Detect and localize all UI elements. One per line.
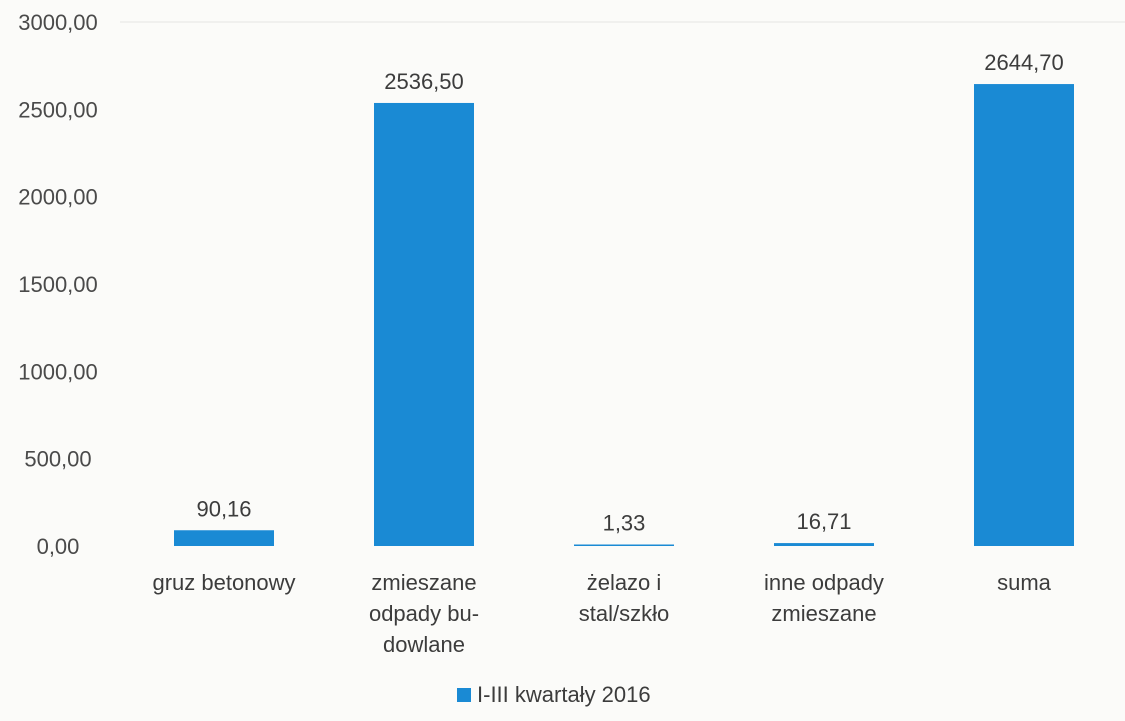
- category-label-line: gruz betonowy: [152, 570, 295, 595]
- category-label-line: odpady bu-: [369, 601, 479, 626]
- y-tick-label: 1500,00: [18, 272, 98, 297]
- data-label: 2644,70: [984, 50, 1064, 75]
- y-tick-label: 3000,00: [18, 10, 98, 35]
- data-label: 2536,50: [384, 69, 464, 94]
- bar[interactable]: [174, 530, 274, 546]
- category-label-line: inne odpady: [764, 570, 884, 595]
- category-label: zmieszane odpady bu-dowlane: [369, 570, 479, 657]
- bar[interactable]: [974, 84, 1074, 546]
- category-label: suma: [997, 570, 1052, 595]
- bar[interactable]: [774, 543, 874, 546]
- category-label-line: suma: [997, 570, 1052, 595]
- bar[interactable]: [574, 544, 674, 547]
- legend-swatch: [457, 688, 471, 702]
- category-label: inne odpady zmieszane: [764, 570, 884, 626]
- bar[interactable]: [374, 102, 474, 546]
- y-tick-label: 2000,00: [18, 185, 98, 210]
- y-tick-label: 500,00: [24, 447, 91, 472]
- y-tick-label: 1000,00: [18, 359, 98, 384]
- category-label-line: stal/szkło: [579, 601, 669, 626]
- category-label: żelazo i stal/szkło: [579, 570, 669, 626]
- category-label-line: żelazo i: [587, 570, 662, 595]
- category-label-line: zmieszane: [771, 601, 876, 626]
- legend-label: I-III kwartały 2016: [477, 682, 651, 707]
- category-label: gruz betonowy: [152, 570, 295, 595]
- category-label-line: dowlane: [383, 632, 465, 657]
- category-label-line: zmieszane: [371, 570, 476, 595]
- data-label: 16,71: [796, 509, 851, 534]
- data-label: 1,33: [603, 511, 646, 536]
- y-tick-label: 2500,00: [18, 97, 98, 122]
- y-tick-label: 0,00: [37, 534, 80, 559]
- data-label: 90,16: [196, 496, 251, 521]
